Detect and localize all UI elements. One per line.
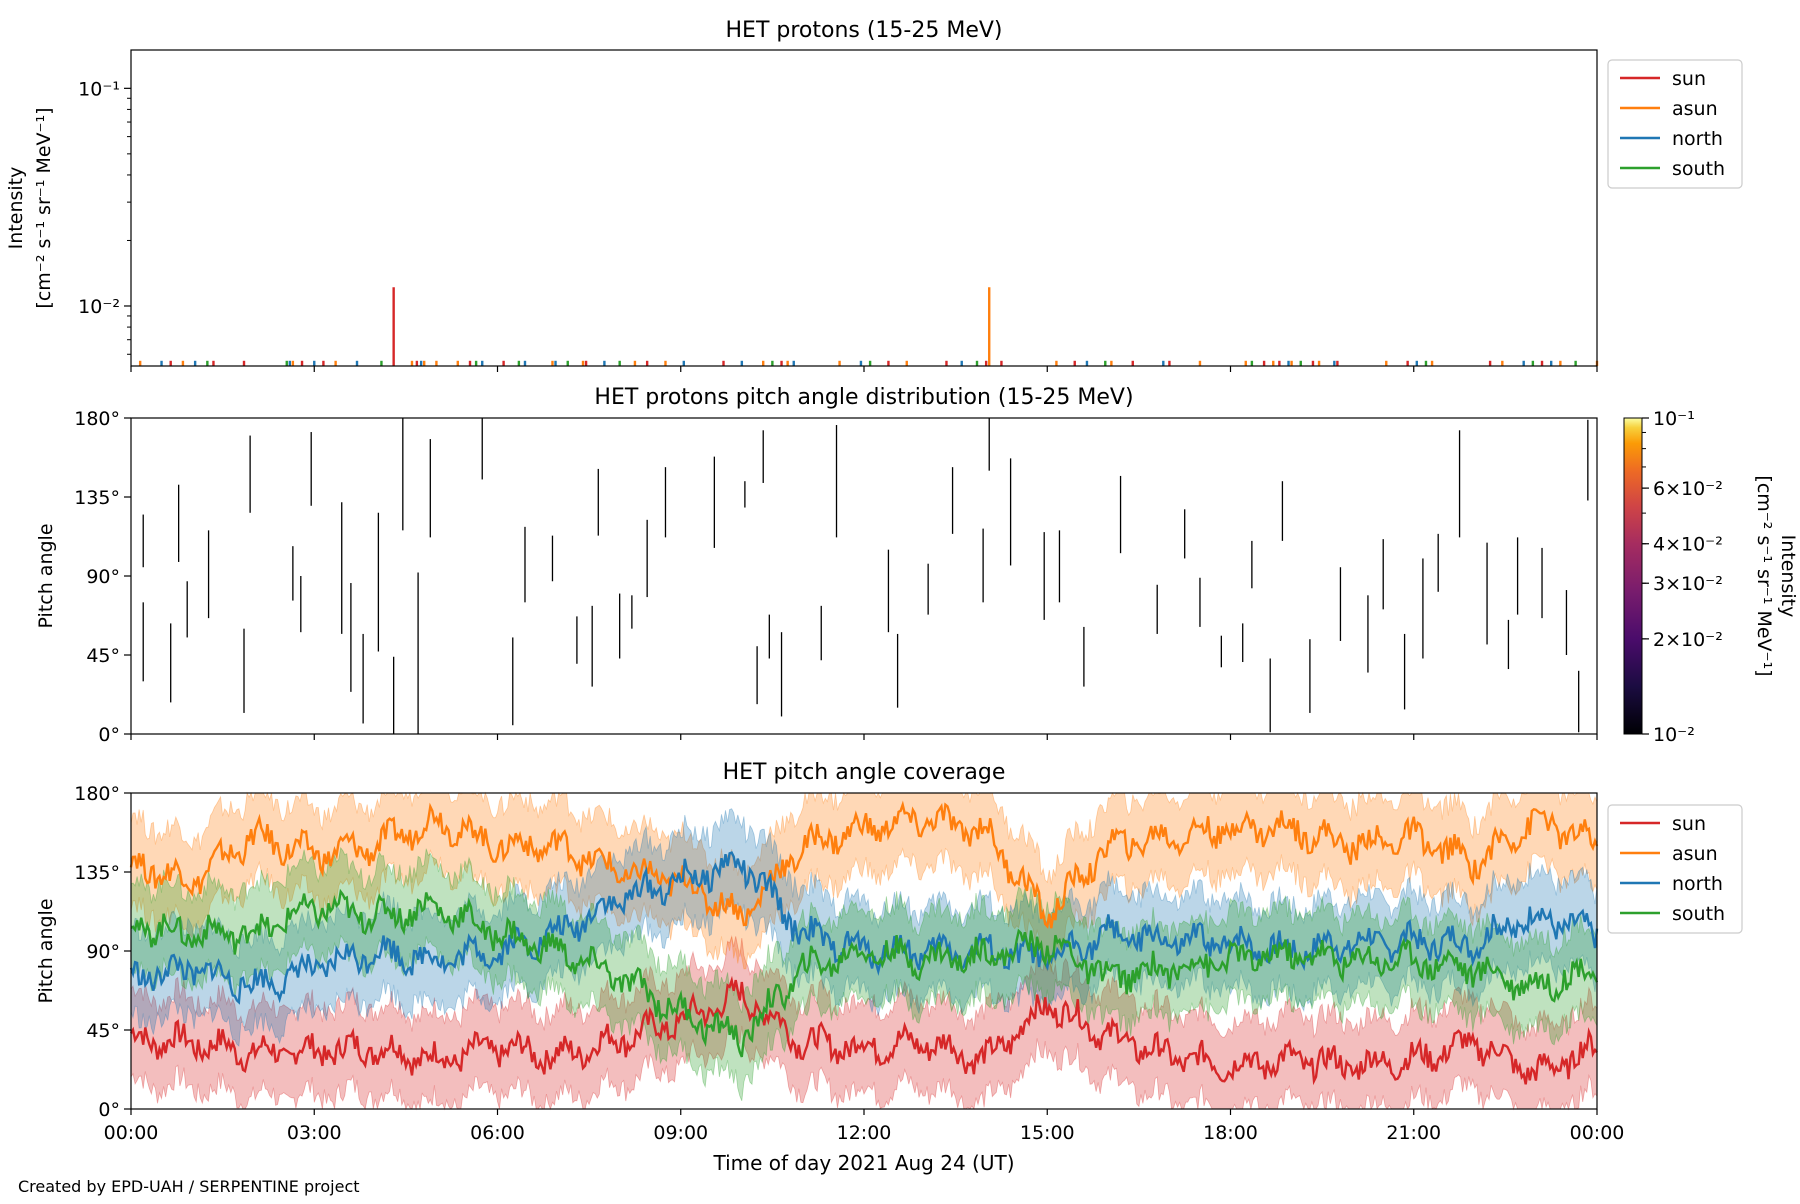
panel1-legend-label-sun: sun <box>1672 68 1706 90</box>
x-tick-label: 03:00 <box>287 1122 342 1144</box>
y-tick-label: 90° <box>86 941 120 963</box>
y-tick-label: 45° <box>86 1020 120 1042</box>
y-tick-label: 0° <box>98 1099 120 1121</box>
panel1-legend-label-south: south <box>1672 158 1725 180</box>
x-tick-label: 21:00 <box>1386 1122 1441 1144</box>
panel2-frame <box>130 417 1598 735</box>
coverage-line-asun <box>129 800 1599 929</box>
x-tick-label: 00:00 <box>104 1122 159 1144</box>
y-tick-label: 135° <box>74 487 120 509</box>
panel1-frame <box>130 49 1598 367</box>
panel3-ylabel: Pitch angle <box>35 898 57 1003</box>
x-tick-label: 00:00 <box>1570 1122 1625 1144</box>
y-tick-label: 180° <box>74 783 120 805</box>
colorbar-tick-label: 6×10⁻² <box>1653 478 1723 500</box>
panel1-legend-label-asun: asun <box>1672 98 1718 120</box>
panel3-legend-label-south: south <box>1672 903 1725 925</box>
colorbar-label-unit: [cm⁻² s⁻¹ sr⁻¹ MeV⁻¹] <box>1753 475 1775 676</box>
x-tick-label: 15:00 <box>1020 1122 1075 1144</box>
coverage-line-south <box>130 888 1599 1058</box>
panel3-frame <box>130 792 1598 1110</box>
colorbar-tick-label: 4×10⁻² <box>1653 534 1723 556</box>
x-tick-label: 06:00 <box>470 1122 525 1144</box>
coverage-line-north <box>129 851 1599 1005</box>
colorbar-tick-label: 10⁻² <box>1653 724 1695 746</box>
panel1-title: HET protons (15-25 MeV) <box>726 18 1003 43</box>
y-tick-label: 0° <box>98 724 120 746</box>
colorbar-tick-label: 10⁻¹ <box>1653 408 1695 430</box>
x-tick-label: 18:00 <box>1203 1122 1258 1144</box>
panel1-ylabel-unit: [cm⁻² s⁻¹ sr⁻¹ MeV⁻¹] <box>33 107 55 308</box>
y-tick-label: 10⁻¹ <box>78 78 120 100</box>
panel3-xlabel: Time of day 2021 Aug 24 (UT) <box>712 1151 1014 1175</box>
y-tick-label: 90° <box>86 566 120 588</box>
panel1-legend-label-north: north <box>1672 128 1723 150</box>
coverage-line-sun <box>129 975 1598 1086</box>
panel3-title: HET pitch angle coverage <box>723 760 1006 785</box>
colorbar-tick-label: 2×10⁻² <box>1653 629 1723 651</box>
credit-footer: Created by EPD-UAH / SERPENTINE project <box>18 1177 360 1196</box>
panel2-ylabel: Pitch angle <box>35 523 57 628</box>
x-tick-label: 09:00 <box>653 1122 708 1144</box>
colorbar-tick-label: 3×10⁻² <box>1653 573 1723 595</box>
y-tick-label: 180° <box>74 408 120 430</box>
y-tick-label: 10⁻² <box>78 296 120 318</box>
y-tick-label: 45° <box>86 645 120 667</box>
panel1-legend-box <box>1607 59 1743 189</box>
panel3-legend-box <box>1607 804 1743 934</box>
colorbar-label: Intensity <box>1777 535 1799 618</box>
panel3-legend-label-sun: sun <box>1672 813 1706 835</box>
panel2-title: HET protons pitch angle distribution (15… <box>594 385 1133 410</box>
panel3-legend-label-asun: asun <box>1672 843 1718 865</box>
panel3-legend-label-north: north <box>1672 873 1723 895</box>
colorbar <box>1623 417 1643 735</box>
y-tick-label: 135° <box>74 862 120 884</box>
panel1-ylabel: Intensity <box>5 167 27 250</box>
x-tick-label: 12:00 <box>837 1122 892 1144</box>
